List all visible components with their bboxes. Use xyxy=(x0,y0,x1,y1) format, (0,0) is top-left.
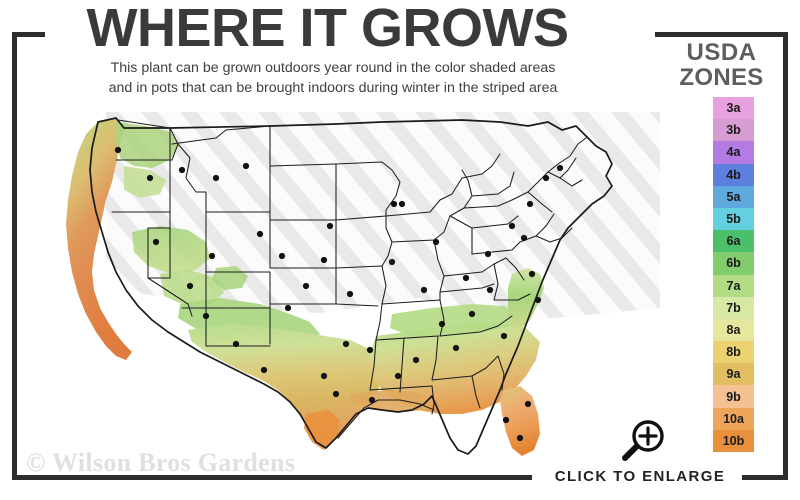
legend-swatch-8a[interactable]: 8a xyxy=(713,318,754,342)
legend-swatch-label: 7b xyxy=(726,300,741,315)
magnifier-plus-icon[interactable] xyxy=(619,418,667,462)
legend-swatch-label: 9b xyxy=(726,389,741,404)
frame-left-edge xyxy=(12,32,17,480)
legend-swatch-8b[interactable]: 8b xyxy=(713,341,754,364)
legend-swatch-10b[interactable]: 10b xyxy=(713,429,754,452)
legend-swatch-label: 3b xyxy=(726,123,741,138)
legend-swatch-3a[interactable]: 3a xyxy=(713,97,754,120)
subtitle-line-2: and in pots that can be brought indoors … xyxy=(108,80,558,96)
legend-title-line-2: ZONES xyxy=(679,64,764,91)
frame-bottom-right-stub xyxy=(742,475,788,480)
legend-swatch-9b[interactable]: 9b xyxy=(713,385,754,408)
map-state-borders xyxy=(111,119,587,439)
legend-swatch-label: 8b xyxy=(726,345,741,360)
legend-swatch-7b[interactable]: 7b xyxy=(713,296,754,319)
legend-swatch-label: 5b xyxy=(726,212,741,227)
legend-swatch-4a[interactable]: 4a xyxy=(713,141,754,164)
legend-swatch-4b[interactable]: 4b xyxy=(713,163,754,186)
legend-swatch-label: 5a xyxy=(726,189,741,204)
legend-swatch-label: 9a xyxy=(726,367,741,382)
subtitle: This plant can be grown outdoors year ro… xyxy=(28,58,638,98)
frame-top-right-stub xyxy=(655,32,788,37)
legend-swatch-label: 8a xyxy=(726,322,741,337)
legend-swatch-label: 10b xyxy=(722,433,745,448)
legend-swatch-10a[interactable]: 10a xyxy=(713,407,754,430)
legend-swatch-7a[interactable]: 7a xyxy=(713,274,754,297)
frame-right-edge xyxy=(783,32,788,480)
page-title: WHERE IT GROWS xyxy=(86,0,569,58)
legend-title: USDA ZONES xyxy=(655,40,788,90)
frame-bottom-left-edge xyxy=(12,475,532,480)
map-colored-regions xyxy=(66,118,544,456)
legend-swatch-5b[interactable]: 5b xyxy=(713,207,754,231)
legend-swatch-label: 6a xyxy=(726,234,741,249)
frame-top-left-stub xyxy=(12,32,45,37)
map-svg xyxy=(66,112,660,456)
legend-swatch-label: 3a xyxy=(726,101,741,116)
legend-swatch-label: 7a xyxy=(726,278,741,293)
legend-swatch-6b[interactable]: 6b xyxy=(713,252,754,275)
legend-swatch-label: 4b xyxy=(726,167,741,182)
map-country-outline xyxy=(89,117,613,455)
map-city-dots xyxy=(114,146,564,442)
legend-swatch-label: 6b xyxy=(726,256,741,271)
subtitle-line-1: This plant can be grown outdoors year ro… xyxy=(110,60,556,76)
legend-swatch-list: 3a 3b 4a 4b 5a 5b 6a 6b 7a 7b 8a 8b 9a 9b 10a 10b xyxy=(713,97,754,452)
legend-swatch-9a[interactable]: 9a xyxy=(713,363,754,386)
watermark: © Wilson Bros Gardens xyxy=(26,448,296,477)
legend-swatch-5a[interactable]: 5a xyxy=(713,185,754,208)
click-to-enlarge-label[interactable]: CLICK TO ENLARGE xyxy=(554,468,726,485)
legend-swatch-3b[interactable]: 3b xyxy=(713,119,754,142)
legend-swatch-6a[interactable]: 6a xyxy=(713,230,754,253)
legend-swatch-label: 4a xyxy=(726,145,741,160)
legend-title-line-1: USDA xyxy=(686,39,757,66)
usda-hardiness-map[interactable] xyxy=(20,108,660,458)
legend-swatch-label: 10a xyxy=(723,411,744,426)
